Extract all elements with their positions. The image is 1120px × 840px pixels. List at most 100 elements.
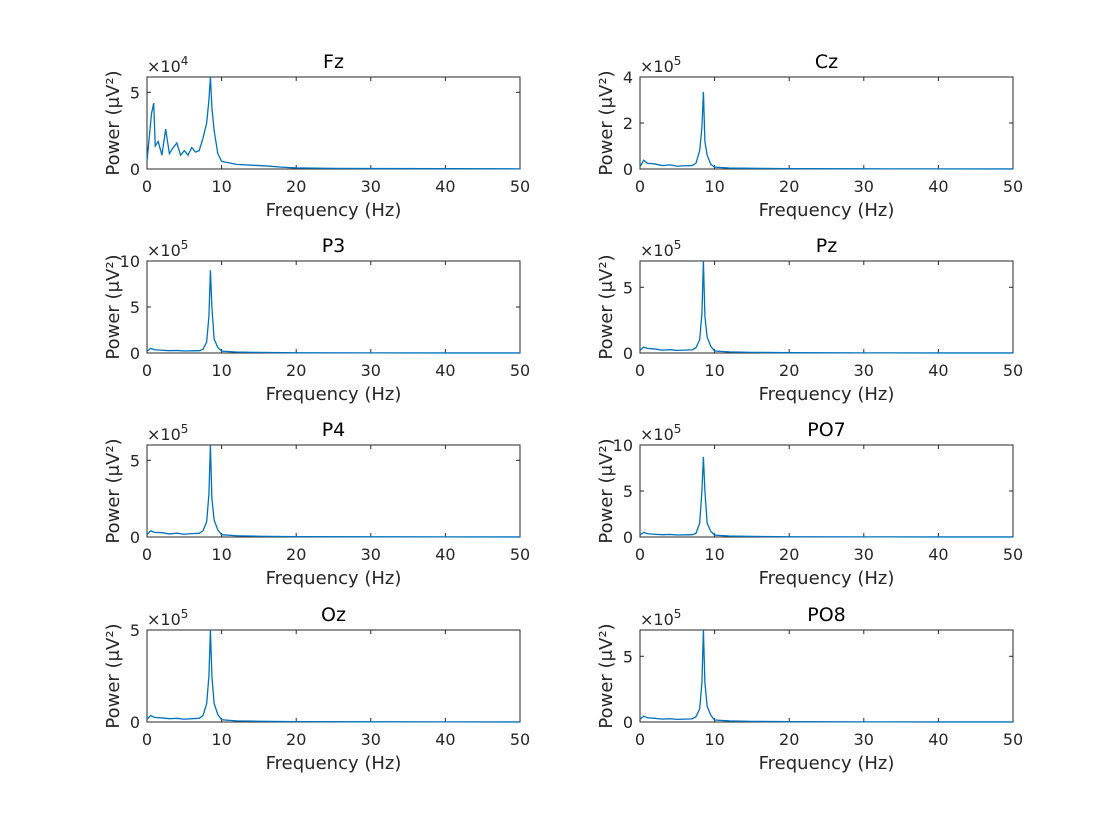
y-tick-label: 0: [130, 160, 140, 179]
x-tick-label: 10: [211, 361, 231, 380]
x-tick-label: 20: [286, 177, 306, 196]
x-tick-label: 10: [211, 730, 231, 749]
y-axis-label: Power (μV²): [103, 623, 124, 728]
subplot-pz: 0 10 20 30 40 50 0 5 ×105 Pz Frequency (Hz) Power (…: [596, 235, 1023, 405]
series-line: [639, 456, 1014, 538]
series-line: [146, 76, 521, 170]
x-tick-label: 50: [510, 730, 530, 749]
subplot-title: P4: [322, 419, 346, 441]
x-tick-label: 10: [704, 730, 724, 749]
x-tick-label: 0: [635, 177, 645, 196]
y-tick-label: 0: [623, 713, 633, 732]
x-tick-label: 20: [286, 730, 306, 749]
axes-box: [146, 260, 521, 354]
x-axis-label: Frequency (Hz): [266, 753, 402, 774]
subplot-p3: 0 10 20 30 40 50 0 5 10 ×105 P3 Frequency (Hz) Power…: [103, 235, 530, 405]
axes-box: [146, 76, 521, 170]
y-tick-label: 5: [623, 647, 633, 666]
x-tick-label: 10: [704, 177, 724, 196]
x-tick-label: 40: [928, 361, 948, 380]
y-exponent-label: ×105: [640, 607, 681, 629]
x-axis-label: Frequency (Hz): [266, 568, 402, 589]
y-exponent-label: ×105: [640, 238, 681, 260]
y-tick-label: 0: [623, 160, 633, 179]
subplot-title: P3: [322, 235, 346, 257]
subplot-fz: 0 10 20 30 40 50 0 5 ×104 Fz Frequency (Hz) Power (…: [103, 51, 530, 221]
x-axis-label: Frequency (Hz): [266, 200, 402, 221]
x-axis-label: Frequency (Hz): [759, 200, 895, 221]
x-tick-label: 0: [635, 545, 645, 564]
subplot-title: Oz: [321, 604, 346, 626]
axes-box: [639, 629, 1014, 723]
y-axis-label: Power (μV²): [103, 70, 124, 175]
subplot-title: Fz: [323, 51, 344, 73]
y-exponent-label: ×105: [147, 238, 188, 260]
x-tick-label: 40: [928, 545, 948, 564]
x-tick-label: 20: [286, 545, 306, 564]
subplot-title: Cz: [815, 51, 838, 73]
x-axis-label: Frequency (Hz): [759, 753, 895, 774]
x-tick-label: 40: [435, 545, 455, 564]
y-tick-label: 0: [623, 528, 633, 547]
x-tick-label: 50: [510, 545, 530, 564]
x-tick-label: 20: [286, 361, 306, 380]
x-tick-label: 20: [779, 730, 799, 749]
y-tick-label: 10: [120, 252, 140, 271]
x-tick-label: 30: [854, 545, 874, 564]
y-axis-label: Power (μV²): [596, 438, 617, 543]
axes-box: [639, 260, 1014, 354]
y-tick-label: 0: [130, 713, 140, 732]
y-tick-label: 0: [623, 344, 633, 363]
x-tick-label: 40: [928, 177, 948, 196]
subplot-title: PO7: [807, 419, 846, 441]
x-tick-label: 30: [361, 730, 381, 749]
y-axis-label: Power (μV²): [103, 254, 124, 359]
y-exponent-label: ×105: [640, 54, 681, 76]
x-tick-label: 50: [1003, 730, 1023, 749]
y-exponent-label: ×105: [147, 422, 188, 444]
x-axis-label: Frequency (Hz): [266, 384, 402, 405]
x-tick-label: 10: [704, 361, 724, 380]
x-tick-label: 20: [779, 361, 799, 380]
x-tick-label: 20: [779, 177, 799, 196]
axes-box: [639, 76, 1014, 170]
y-tick-label: 0: [130, 528, 140, 547]
subplot-title: Pz: [816, 235, 837, 257]
y-tick-label: 5: [130, 451, 140, 470]
subplot-title: PO8: [807, 604, 846, 626]
y-tick-label: 5: [623, 278, 633, 297]
x-tick-label: 0: [635, 361, 645, 380]
series-line: [639, 91, 1014, 170]
axes-box: [146, 629, 521, 723]
x-tick-label: 10: [211, 545, 231, 564]
y-axis-label: Power (μV²): [596, 623, 617, 728]
x-axis-label: Frequency (Hz): [759, 568, 895, 589]
x-tick-label: 40: [435, 177, 455, 196]
x-tick-label: 30: [854, 730, 874, 749]
y-tick-label: 2: [623, 114, 633, 133]
y-axis-label: Power (μV²): [596, 254, 617, 359]
subplot-oz: 0 10 20 30 40 50 0 5 ×105 Oz Frequency (Hz) Power (…: [103, 604, 530, 774]
y-exponent-label: ×105: [147, 607, 188, 629]
x-axis-label: Frequency (Hz): [759, 384, 895, 405]
y-tick-label: 4: [623, 68, 633, 87]
y-axis-label: Power (μV²): [103, 438, 124, 543]
y-tick-label: 5: [130, 298, 140, 317]
y-tick-label: 5: [130, 83, 140, 102]
x-tick-label: 50: [1003, 177, 1023, 196]
axes-box: [639, 444, 1014, 538]
series-line: [639, 260, 1014, 354]
subplot-p4: 0 10 20 30 40 50 0 5 ×105 P4 Frequency (Hz) Power (…: [103, 419, 530, 589]
x-tick-label: 50: [510, 361, 530, 380]
series-line: [639, 629, 1014, 723]
x-tick-label: 20: [779, 545, 799, 564]
subplot-cz: 0 10 20 30 40 50 0 2 4 ×105 Cz Frequency (Hz) Power …: [596, 51, 1023, 221]
y-tick-label: 5: [130, 621, 140, 640]
x-tick-label: 40: [435, 361, 455, 380]
x-tick-label: 10: [211, 177, 231, 196]
x-tick-label: 40: [928, 730, 948, 749]
x-tick-label: 30: [854, 177, 874, 196]
x-tick-label: 50: [1003, 361, 1023, 380]
y-tick-label: 10: [613, 436, 633, 455]
